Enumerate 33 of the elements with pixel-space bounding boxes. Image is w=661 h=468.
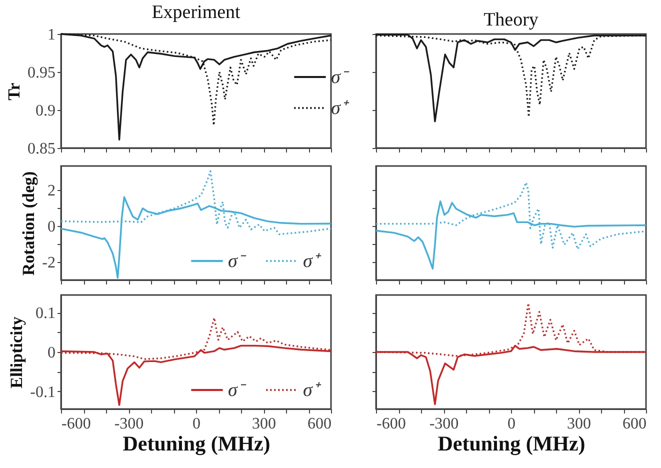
legend-label: σ⁺ xyxy=(303,380,322,401)
x-tick-label: 600 xyxy=(308,416,332,432)
y-tick-label: 2 xyxy=(48,182,56,200)
legend-label: σ⁺ xyxy=(303,251,322,272)
legend-label: σ⁻ xyxy=(331,67,350,88)
legend-label: σ⁻ xyxy=(228,380,246,401)
x-tick-label: 0 xyxy=(508,416,516,432)
x-axis-title: Detuning (MHz) xyxy=(438,432,586,456)
x-tick-label: -600 xyxy=(376,416,406,432)
x-tick-label: -300 xyxy=(114,416,144,432)
x-tick-label: -600 xyxy=(62,416,91,432)
legend-label: σ⁺ xyxy=(331,98,350,119)
y-tick-label: 0.1 xyxy=(36,305,56,322)
x-tick-label: 300 xyxy=(567,416,591,432)
y-tick-label: 0.95 xyxy=(28,64,56,82)
y-axis-title: Rotation (deg) xyxy=(19,171,38,276)
legend-label: σ⁻ xyxy=(228,251,246,272)
y-axis-title: Ellipticity xyxy=(7,316,26,388)
x-tick-label: -300 xyxy=(429,416,459,432)
y-tick-label: 0 xyxy=(48,218,56,236)
y-axis-title: Tr xyxy=(4,82,24,100)
x-tick-label: 600 xyxy=(622,416,646,432)
y-tick-label: 0.9 xyxy=(36,102,56,120)
y-tick-label: 1 xyxy=(48,26,56,44)
y-tick-label: -0.1 xyxy=(30,384,56,401)
chart-title: Experiment xyxy=(152,2,242,23)
chart-title: Theory xyxy=(484,10,539,30)
x-axis-title: Detuning (MHz) xyxy=(122,432,270,456)
x-tick-label: 0 xyxy=(192,416,200,432)
y-tick-label: 0.85 xyxy=(28,140,56,158)
x-tick-label: 300 xyxy=(252,416,276,432)
y-tick-label: -2 xyxy=(42,254,56,272)
y-tick-label: 0 xyxy=(48,344,56,362)
